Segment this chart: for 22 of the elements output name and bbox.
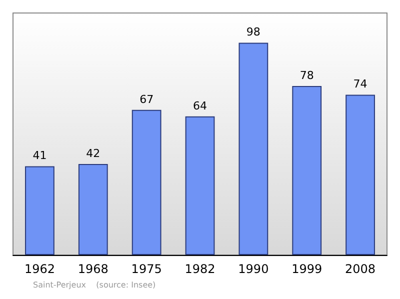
x-tick-label: 1982 (184, 262, 216, 276)
data-label: 64 (193, 99, 207, 112)
data-label: 98 (246, 26, 260, 39)
x-tick-label: 1975 (131, 262, 162, 276)
x-tick-label: 1962 (24, 262, 55, 276)
bar (25, 166, 54, 255)
bar (132, 110, 162, 255)
x-tick-label: 1999 (292, 262, 322, 276)
data-label: 78 (300, 69, 314, 82)
x-tick-label: 2008 (345, 262, 376, 276)
x-tick-label: 1990 (238, 262, 269, 276)
bar (238, 42, 268, 255)
bar (78, 164, 108, 255)
bar (185, 116, 215, 255)
text: Saint-Perjeux (source: Insee) (33, 280, 156, 290)
data-label: 42 (86, 147, 100, 160)
bar (292, 86, 322, 255)
bar (346, 94, 375, 255)
data-label: 41 (32, 149, 47, 162)
data-label: 74 (353, 78, 368, 91)
data-label: 67 (140, 92, 154, 106)
x-tick-label: 1968 (78, 262, 108, 276)
